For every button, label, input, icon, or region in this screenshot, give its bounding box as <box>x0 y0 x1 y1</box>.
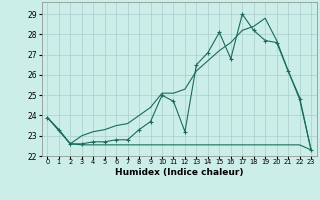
X-axis label: Humidex (Indice chaleur): Humidex (Indice chaleur) <box>115 168 244 177</box>
